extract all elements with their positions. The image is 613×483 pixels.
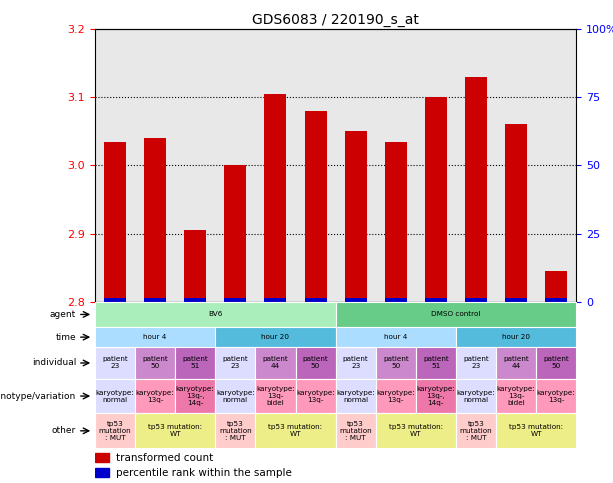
Text: BV6: BV6 (208, 312, 223, 317)
Text: tp53 mutation:
WT: tp53 mutation: WT (148, 425, 202, 437)
Bar (185, 230, 207, 302)
Text: agent: agent (50, 310, 76, 319)
Bar (144, 138, 166, 302)
Bar (545, 271, 567, 302)
Text: tp53
mutation
: MUT: tp53 mutation : MUT (460, 421, 492, 441)
Text: other: other (51, 426, 76, 435)
Text: patient
23: patient 23 (343, 356, 368, 369)
Text: tp53
mutation
: MUT: tp53 mutation : MUT (99, 421, 131, 441)
Text: hour 4: hour 4 (143, 334, 167, 340)
Text: patient
23: patient 23 (223, 356, 248, 369)
Bar (135, 29, 175, 302)
Text: patient
50: patient 50 (383, 356, 409, 369)
Text: DMSO control: DMSO control (431, 312, 481, 317)
Text: patient
50: patient 50 (303, 356, 329, 369)
Bar (505, 125, 527, 302)
Text: karyotype:
13q-
bidel: karyotype: 13q- bidel (256, 386, 295, 406)
Text: transformed count: transformed count (116, 453, 214, 463)
Text: karyotype:
13q-
bidel: karyotype: 13q- bidel (497, 386, 536, 406)
Text: time: time (55, 333, 76, 341)
Bar (175, 29, 215, 302)
Text: tp53 mutation:
WT: tp53 mutation: WT (509, 425, 563, 437)
Text: karyotype:
13q-: karyotype: 13q- (537, 390, 576, 402)
Bar (505, 298, 527, 302)
Text: patient
51: patient 51 (183, 356, 208, 369)
Bar (264, 94, 286, 302)
Bar (465, 77, 487, 302)
Text: karyotype:
13q-: karyotype: 13q- (135, 390, 175, 402)
Bar (425, 97, 447, 302)
Bar (104, 298, 126, 302)
Bar (264, 298, 286, 302)
Bar (215, 29, 256, 302)
Text: hour 20: hour 20 (262, 334, 289, 340)
Bar (456, 29, 496, 302)
Bar (185, 298, 207, 302)
Text: karyotype:
13q-,
14q-: karyotype: 13q-, 14q- (176, 386, 215, 406)
Text: tp53
mutation
: MUT: tp53 mutation : MUT (219, 421, 252, 441)
Bar (336, 29, 376, 302)
Text: karyotype:
13q-,
14q-: karyotype: 13q-, 14q- (416, 386, 455, 406)
Bar (95, 468, 109, 477)
Text: karyotype:
13q-: karyotype: 13q- (376, 390, 415, 402)
Text: percentile rank within the sample: percentile rank within the sample (116, 468, 292, 478)
Text: patient
44: patient 44 (262, 356, 288, 369)
Bar (104, 142, 126, 302)
Text: genotype/variation: genotype/variation (0, 392, 76, 400)
Bar (416, 29, 456, 302)
Bar (95, 453, 109, 462)
Text: karyotype:
normal: karyotype: normal (96, 390, 134, 402)
Bar (545, 298, 567, 302)
Text: tp53
mutation
: MUT: tp53 mutation : MUT (340, 421, 372, 441)
Bar (465, 298, 487, 302)
Bar (256, 29, 295, 302)
Bar (536, 29, 576, 302)
Bar (295, 29, 336, 302)
Title: GDS6083 / 220190_s_at: GDS6083 / 220190_s_at (252, 13, 419, 27)
Bar (305, 298, 327, 302)
Bar (224, 298, 246, 302)
Text: patient
23: patient 23 (463, 356, 489, 369)
Text: tp53 mutation:
WT: tp53 mutation: WT (389, 425, 443, 437)
Text: tp53 mutation:
WT: tp53 mutation: WT (268, 425, 322, 437)
Text: karyotype:
normal: karyotype: normal (457, 390, 495, 402)
Bar (345, 298, 367, 302)
Bar (95, 29, 135, 302)
Bar (345, 131, 367, 302)
Bar (224, 165, 246, 302)
Bar (496, 29, 536, 302)
Bar (385, 142, 407, 302)
Bar (305, 111, 327, 302)
Text: patient
23: patient 23 (102, 356, 128, 369)
Text: hour 4: hour 4 (384, 334, 408, 340)
Text: karyotype:
13q-: karyotype: 13q- (296, 390, 335, 402)
Bar (144, 298, 166, 302)
Text: karyotype:
normal: karyotype: normal (216, 390, 255, 402)
Text: karyotype:
normal: karyotype: normal (336, 390, 375, 402)
Text: patient
44: patient 44 (503, 356, 529, 369)
Bar (425, 298, 447, 302)
Text: hour 20: hour 20 (502, 334, 530, 340)
Text: patient
50: patient 50 (142, 356, 168, 369)
Text: patient
51: patient 51 (423, 356, 449, 369)
Bar (376, 29, 416, 302)
Text: individual: individual (32, 358, 76, 368)
Bar (385, 298, 407, 302)
Text: patient
50: patient 50 (543, 356, 569, 369)
